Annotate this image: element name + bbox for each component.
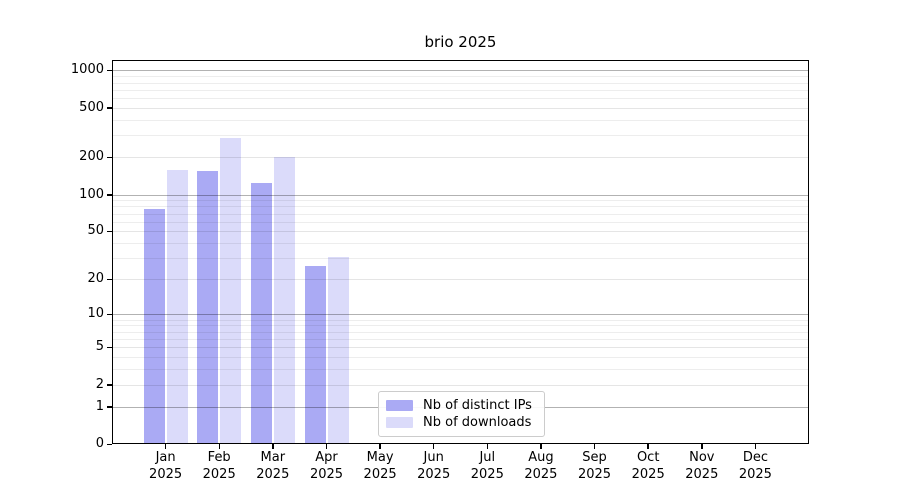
y-tick-label-0: 0 xyxy=(95,436,104,451)
bar-distinct-ips-feb xyxy=(197,171,219,444)
chart-title: brio 2025 xyxy=(424,33,497,51)
x-tick-label-jul: Jul 2025 xyxy=(470,450,504,482)
y-tick-20 xyxy=(106,278,112,281)
gridline-y-8 xyxy=(112,325,809,327)
x-tick-may xyxy=(379,444,381,449)
gridline-y-90 xyxy=(112,200,809,202)
y-tick-label-5: 5 xyxy=(95,339,104,355)
y-tick-0 xyxy=(106,443,112,445)
y-tick-100 xyxy=(106,194,112,196)
y-tick-10 xyxy=(106,313,112,316)
x-tick-nov xyxy=(701,444,703,449)
gridline-y-2 xyxy=(112,384,809,386)
x-tick-label-sep: Sep 2025 xyxy=(577,450,612,482)
bar-distinct-ips-apr xyxy=(304,265,326,444)
y-tick-500 xyxy=(106,107,112,109)
gridline-y-200 xyxy=(112,157,809,159)
y-tick-label-200: 200 xyxy=(79,149,104,165)
x-tick-mar xyxy=(272,444,274,449)
gridline-y-100 xyxy=(112,194,809,196)
gridline-y-20 xyxy=(112,279,809,281)
y-tick-label-100: 100 xyxy=(79,186,104,202)
gridline-y-3 xyxy=(112,369,809,370)
x-tick-jun xyxy=(432,444,435,449)
gridline-y-80 xyxy=(112,206,809,208)
x-tick-label-may: May 2025 xyxy=(363,450,397,482)
bar-downloads-feb xyxy=(220,138,242,444)
gridline-y-7 xyxy=(112,331,809,333)
x-tick-sep xyxy=(593,444,596,449)
x-tick-label-apr: Apr 2025 xyxy=(309,450,344,482)
y-tick-label-20: 20 xyxy=(87,271,104,287)
gridline-y-10 xyxy=(112,314,809,316)
gridline-y-30 xyxy=(112,258,809,260)
legend-swatch-distinct-ips xyxy=(386,400,413,411)
bar-distinct-ips-jan xyxy=(143,209,165,444)
gridline-y-4 xyxy=(112,357,809,358)
y-tick-label-1000: 1000 xyxy=(70,62,104,78)
x-tick-oct xyxy=(647,444,649,449)
gridline-y-50 xyxy=(112,231,809,233)
gridline-y-70 xyxy=(112,213,809,215)
gridline-y-1000 xyxy=(112,70,809,72)
y-tick-label-500: 500 xyxy=(79,99,104,115)
legend-swatch-downloads xyxy=(386,417,413,428)
x-tick-label-feb: Feb 2025 xyxy=(202,450,236,482)
bar-downloads-jan xyxy=(166,170,188,444)
y-tick-label-1: 1 xyxy=(95,398,104,414)
x-tick-feb xyxy=(218,444,220,449)
y-tick-label-50: 50 xyxy=(87,223,104,239)
x-tick-label-mar: Mar 2025 xyxy=(256,450,290,482)
gridline-y-600 xyxy=(112,98,809,99)
legend-item-distinct-ips: Nb of distinct IPs xyxy=(386,397,537,414)
gridline-y-300 xyxy=(112,135,809,137)
y-tick-50 xyxy=(106,230,112,233)
legend-label-distinct-ips: Nb of distinct IPs xyxy=(423,398,532,413)
y-tick-label-10: 10 xyxy=(87,306,104,322)
gridline-y-500 xyxy=(112,107,809,109)
gridline-y-6 xyxy=(112,338,809,340)
x-tick-aug xyxy=(540,444,542,449)
x-tick-label-oct: Oct 2025 xyxy=(631,450,665,482)
gridline-y-400 xyxy=(112,119,809,121)
legend: Nb of distinct IPs Nb of downloads xyxy=(378,391,545,437)
legend-item-downloads: Nb of downloads xyxy=(386,414,537,431)
x-tick-jan xyxy=(164,444,167,449)
y-tick-200 xyxy=(106,156,112,159)
gridline-y-800 xyxy=(112,82,809,84)
bar-downloads-apr xyxy=(327,256,349,444)
y-tick-5 xyxy=(106,346,112,349)
gridline-y-700 xyxy=(112,89,809,91)
x-tick-jul xyxy=(486,444,489,449)
gridline-y-40 xyxy=(112,243,809,245)
gridline-y-9 xyxy=(112,319,809,321)
x-tick-label-jun: Jun 2025 xyxy=(417,450,451,482)
x-tick-label-nov: Nov 2025 xyxy=(685,450,719,482)
x-tick-label-dec: Dec 2025 xyxy=(738,450,772,482)
gridline-y-5 xyxy=(112,347,809,349)
y-tick-1000 xyxy=(106,69,112,72)
plot-area xyxy=(112,60,809,444)
y-tick-2 xyxy=(106,384,112,386)
gridline-y-900 xyxy=(112,76,809,78)
x-tick-apr xyxy=(325,444,328,449)
bar-distinct-ips-mar xyxy=(250,182,272,444)
x-tick-label-jan: Jan 2025 xyxy=(149,450,183,482)
gridline-y-60 xyxy=(112,221,809,223)
legend-label-downloads: Nb of downloads xyxy=(423,415,532,430)
y-tick-label-2: 2 xyxy=(95,376,104,392)
bar-downloads-mar xyxy=(273,157,295,444)
x-tick-label-aug: Aug 2025 xyxy=(524,450,558,482)
x-tick-dec xyxy=(754,444,757,449)
y-tick-1 xyxy=(106,406,112,408)
